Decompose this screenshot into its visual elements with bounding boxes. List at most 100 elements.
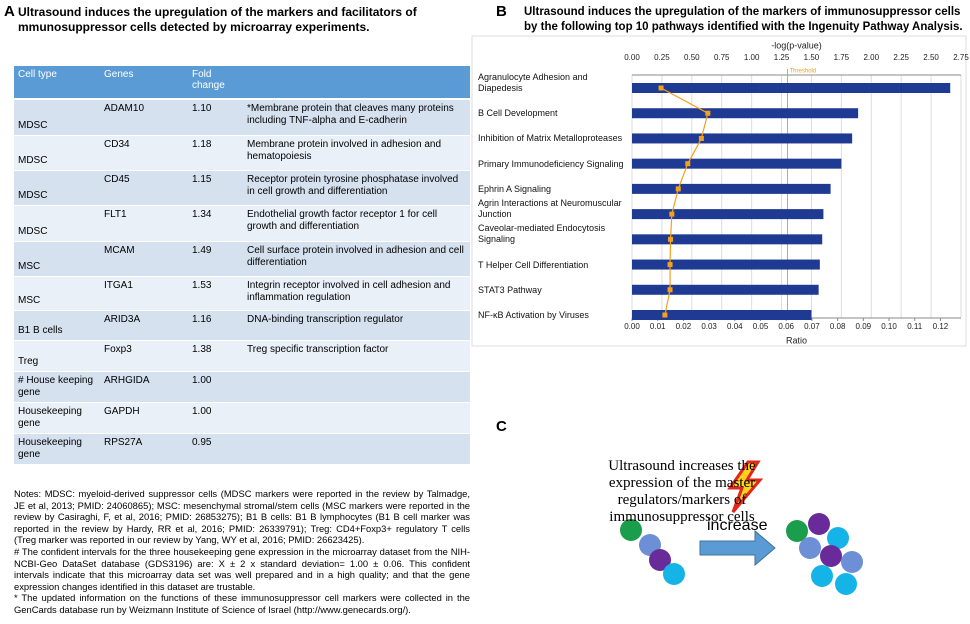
bar: [632, 284, 819, 295]
bar: [632, 234, 823, 245]
point: [698, 135, 704, 141]
category-label: Caveolar-mediated Endocytosis Signaling: [478, 223, 606, 245]
x2-tick-label: 2.50: [923, 53, 939, 62]
note-paragraph: Notes: MDSC: myeloid-derived suppressor …: [14, 488, 470, 546]
table-cell: 1.10: [188, 99, 243, 136]
table-cell: 1.15: [188, 170, 243, 206]
note-paragraph: * The updated information on the functio…: [14, 592, 470, 615]
table-cell: 1.16: [188, 310, 243, 341]
table-row: # House keeping gene ARHGIDA 1.00: [14, 371, 470, 403]
point: [675, 186, 681, 192]
x2-tick-label: 2.00: [863, 53, 879, 62]
x-tick-label: 0.12: [933, 322, 949, 331]
table-header: Cell type Genes Fold change: [14, 66, 470, 100]
category-label: STAT3 Pathway: [478, 284, 542, 295]
point: [685, 161, 691, 167]
panel-label: C: [496, 418, 507, 435]
table-cell: MSC: [14, 276, 100, 311]
table-row: MSC ITGA1 1.53 Integrin receptor involved i…: [14, 276, 470, 311]
cell-circle: [649, 549, 671, 571]
bar: [632, 133, 853, 144]
x-tick-label: 0.07: [804, 322, 820, 331]
category-label: Primary Immunodeficiency Signaling: [478, 158, 624, 169]
table-row: MSC MCAM 1.49 Cell surface protein involved…: [14, 241, 470, 277]
table-cell: [243, 402, 470, 434]
cell-circle: [811, 565, 833, 587]
table-row: Housekeeping gene RPS27A 0.95: [14, 433, 470, 465]
notes: Notes: MDSC: myeloid-derived suppressor …: [14, 488, 470, 616]
bar: [632, 83, 951, 93]
cell-circle: [820, 545, 842, 567]
panel-title: Ultrasound induces the upregulation of t…: [18, 5, 417, 34]
threshold-label: Threshold: [790, 69, 817, 75]
table-cell: B1 B cells: [14, 310, 100, 341]
table-cell: ITGA1: [100, 276, 188, 311]
arrow: [699, 529, 776, 567]
table-cell: Treg: [14, 340, 100, 372]
point: [658, 85, 664, 91]
x2-tick-label: 0.50: [684, 53, 700, 62]
table-row: MDSC FLT1 1.34 Endothelial growth factor re…: [14, 205, 470, 242]
category-label: Inhibition of Matrix Metalloproteases: [478, 133, 623, 144]
table-cell: [243, 433, 470, 465]
x-tick-label: 0.08: [830, 322, 846, 331]
table-cell: Housekeeping gene: [14, 433, 100, 465]
table-cell: MDSC: [14, 99, 100, 136]
x2-tick-label: 1.50: [804, 53, 820, 62]
header-cell: Genes: [100, 66, 188, 100]
bar: [632, 310, 812, 320]
category-label: B Cell Development: [478, 108, 558, 119]
cell-circle: [827, 527, 849, 549]
table-cell: Membrane protein involved in adhesion an…: [243, 135, 470, 171]
arrow-label: increase: [707, 517, 768, 534]
table-cell: Endothelial growth factor receptor 1 for…: [243, 205, 470, 242]
axis-title: -log(p-value): [771, 40, 822, 50]
table-cell: 1.34: [188, 205, 243, 242]
point: [669, 211, 675, 217]
x2-tick-label: 1.00: [744, 53, 760, 62]
x-tick-label: 0.06: [778, 322, 794, 331]
point: [667, 262, 673, 268]
table-row: Housekeeping gene GAPDH 1.00: [14, 402, 470, 434]
point: [705, 110, 711, 116]
table-cell: ADAM10: [100, 99, 188, 136]
x-tick-label: 0.05: [753, 322, 769, 331]
table-cell: MCAM: [100, 241, 188, 277]
cell-circle: [808, 513, 830, 535]
data-table: Cell type Genes Fold change MDSC ADAM10 1.10…: [14, 66, 470, 465]
x-tick-label: 0.04: [727, 322, 743, 331]
x2-tick-label: 0.00: [624, 53, 640, 62]
chart-title: Ultrasound induces the upregulation of t…: [524, 6, 963, 33]
x2-tick-label: 1.75: [834, 53, 850, 62]
table-row: MDSC CD45 1.15 Receptor protein tyrosine ph…: [14, 170, 470, 206]
x-tick-label: 0.09: [856, 322, 872, 331]
point: [662, 312, 668, 318]
table-cell: 1.38: [188, 340, 243, 372]
table-row: MDSC CD34 1.18 Membrane protein involved in…: [14, 135, 470, 171]
table-cell: MDSC: [14, 135, 100, 171]
panel-label: A: [4, 3, 15, 20]
category-label: Ephrin A Signaling: [478, 183, 552, 194]
x2-tick-label: 1.25: [774, 53, 790, 62]
table-cell: [243, 371, 470, 403]
diagram-text: Ultrasound increases the expression of t…: [608, 458, 756, 525]
x-tick-label: 0.03: [701, 322, 717, 331]
table-cell: 1.49: [188, 241, 243, 277]
table-cell: 1.18: [188, 135, 243, 171]
table-cell: *Membrane protein that cleaves many prot…: [243, 99, 470, 136]
table-cell: DNA-binding transcription regulator: [243, 310, 470, 341]
table-cell: 1.00: [188, 402, 243, 434]
bar: [632, 209, 824, 220]
table-cell: Foxp3: [100, 340, 188, 372]
table-row: Treg Foxp3 1.38 Treg specific transcription…: [14, 340, 470, 372]
lightning-icon: [727, 460, 764, 513]
table-cell: RPS27A: [100, 433, 188, 465]
table-cell: # House keeping gene: [14, 371, 100, 403]
category-label: Agranulocyte Adhesion and Diapedesis: [478, 72, 588, 93]
table-cell: Cell surface protein involved in adhesio…: [243, 241, 470, 277]
x2-tick-label: 2.25: [893, 53, 909, 62]
category-label: T Helper Cell Differentiation: [478, 259, 589, 270]
table-cell: Integrin receptor involved in cell adhes…: [243, 276, 470, 311]
table-cell: FLT1: [100, 205, 188, 242]
table-row: MDSC ADAM10 1.10 *Membrane protein that cle…: [14, 99, 470, 136]
